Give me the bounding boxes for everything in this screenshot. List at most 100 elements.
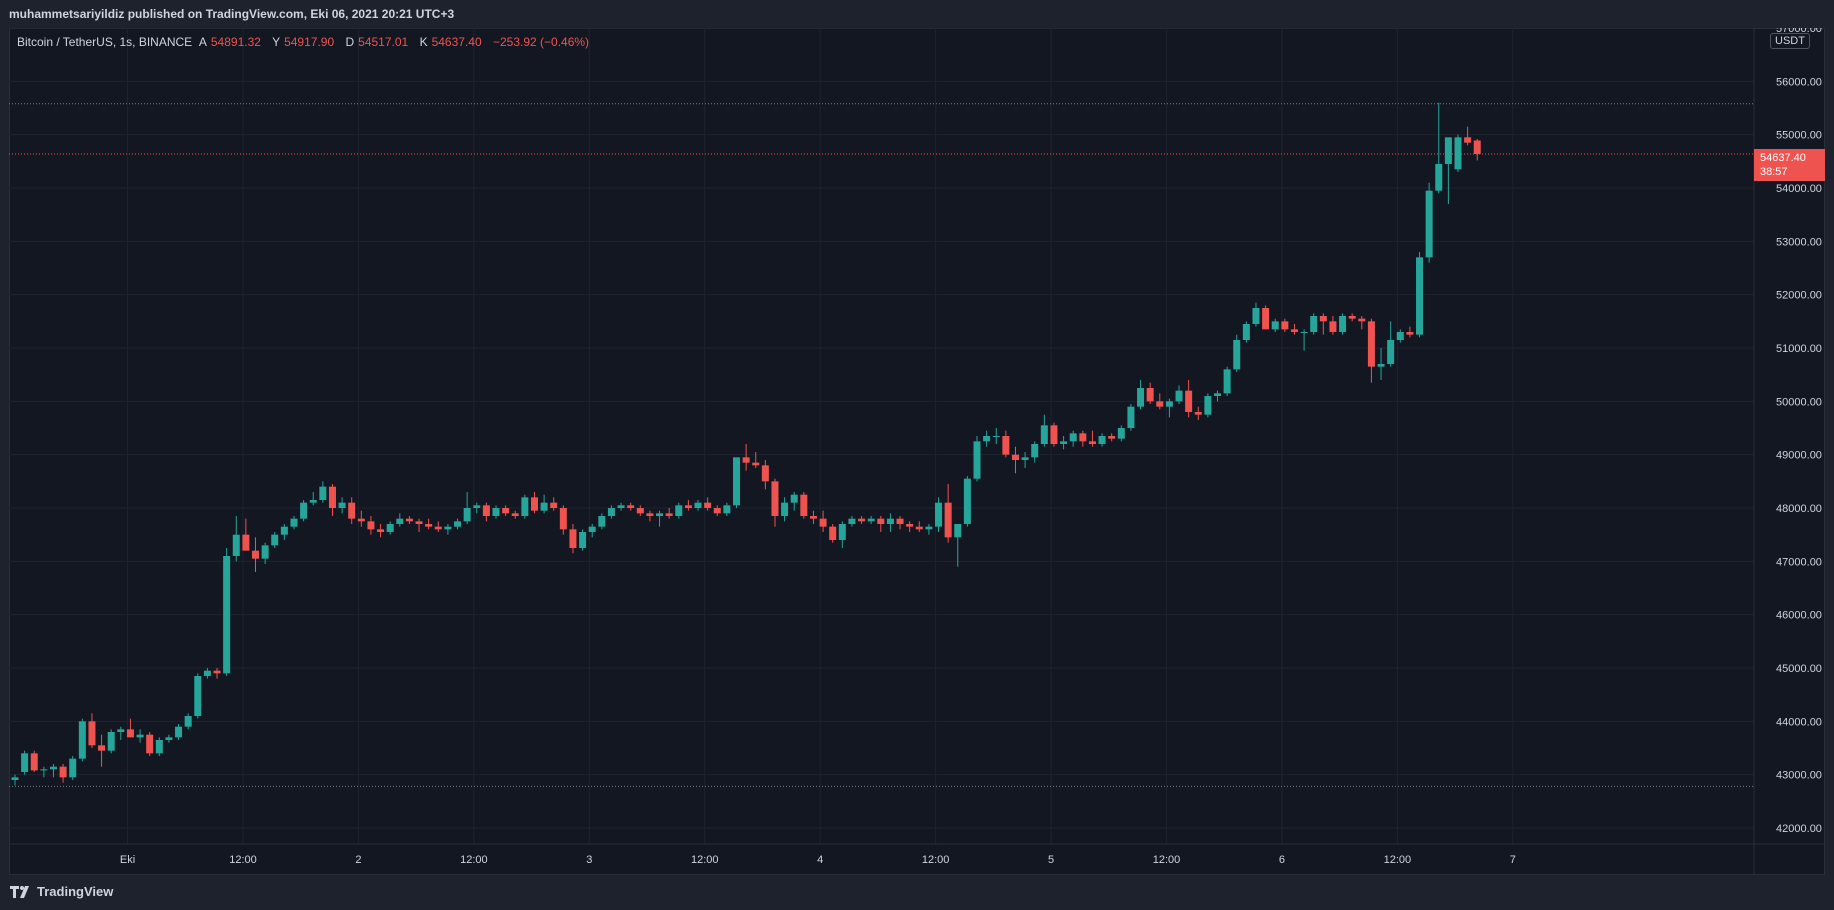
candle-up: [184, 713, 192, 730]
candle-body: [944, 502, 952, 538]
candle-body: [1387, 340, 1395, 364]
candle-up: [1387, 321, 1395, 367]
candle-body: [1425, 190, 1433, 258]
candle-body: [1435, 164, 1443, 191]
x-tick-label: 12:00: [1384, 854, 1412, 866]
candle-body: [1454, 137, 1462, 170]
time-axis: Eki 12:00 2 12:00 3 12:00 4 12:00 5 12:00 6 12:00 7: [120, 854, 1516, 866]
x-tick-label: 2: [355, 854, 361, 866]
candle-body: [107, 732, 115, 751]
candle-body: [1444, 137, 1452, 164]
x-tick-label: 6: [1279, 854, 1285, 866]
candle-body: [261, 545, 269, 559]
candle-down: [530, 492, 538, 514]
close-value: 54637.40: [431, 35, 482, 49]
candle-up: [473, 502, 481, 514]
candlestick-chart[interactable]: 42000.00 43000.00 44000.00 45000.00 46000.00…: [9, 28, 1825, 875]
candle-down: [636, 505, 644, 516]
close-label: K: [419, 35, 428, 49]
candle-body: [588, 526, 596, 532]
candle-body: [915, 526, 923, 530]
candle-body: [1348, 316, 1356, 319]
candle-up: [396, 513, 404, 527]
candle-body: [338, 502, 346, 508]
candle-down: [511, 510, 519, 519]
candle-up: [1300, 329, 1308, 351]
candle-body: [194, 676, 202, 716]
bar-countdown: 38:57: [1760, 166, 1788, 178]
candle-body: [598, 516, 606, 527]
candle-up: [954, 524, 962, 567]
candle-down: [906, 521, 914, 532]
candle-body: [954, 524, 962, 538]
candle-up: [1271, 318, 1279, 332]
candle-down: [377, 524, 385, 538]
y-tick-label: 55000.00: [1776, 130, 1822, 142]
candle-body: [896, 518, 904, 524]
candle-body: [98, 745, 106, 751]
currency-badge[interactable]: USDT: [1770, 33, 1810, 49]
x-tick-label: 3: [586, 854, 592, 866]
candle-up: [588, 524, 596, 538]
candle-down: [252, 537, 259, 572]
candle-body: [1079, 433, 1087, 442]
candle-up: [223, 548, 231, 676]
candle-body: [752, 462, 760, 466]
candle-body: [49, 766, 57, 770]
candle-up: [232, 516, 240, 562]
candle-body: [1137, 388, 1145, 407]
candle-down: [1108, 433, 1116, 442]
candle-up: [521, 494, 529, 519]
candle-up: [963, 476, 971, 527]
candle-body: [502, 508, 510, 514]
candle-body: [40, 769, 48, 771]
y-tick-label: 51000.00: [1776, 343, 1822, 355]
candle-body: [1473, 140, 1481, 155]
candle-body: [136, 734, 144, 738]
candle-up: [790, 492, 798, 511]
candle-body: [838, 524, 846, 540]
candle-body: [1406, 332, 1414, 335]
candle-body: [781, 502, 789, 516]
candle-body: [444, 526, 452, 530]
candle-body: [1194, 412, 1202, 415]
candle-down: [1464, 126, 1472, 146]
candle-body: [617, 505, 625, 508]
x-tick-label: 5: [1048, 854, 1054, 866]
candle-body: [665, 513, 673, 516]
x-tick-label: 12:00: [229, 854, 257, 866]
candle-body: [1204, 396, 1212, 415]
candle-body: [1069, 433, 1077, 442]
candle-down: [1262, 305, 1270, 330]
candle-up: [1310, 313, 1318, 335]
candle-body: [829, 526, 837, 540]
candle-down: [858, 516, 866, 524]
candle-down: [1358, 316, 1366, 330]
candle-body: [1223, 369, 1231, 394]
candle-up: [1165, 398, 1173, 418]
candle-body: [550, 502, 558, 508]
candle-up: [973, 436, 981, 482]
candle-body: [684, 505, 692, 508]
candle-body: [530, 497, 538, 511]
candle-down: [59, 764, 67, 783]
tradingview-brand: TradingView: [37, 884, 114, 899]
candle-body: [1310, 316, 1318, 332]
candle-body: [386, 524, 394, 532]
tradingview-logo[interactable]: TradingView: [10, 884, 113, 899]
candle-up: [733, 457, 740, 508]
candle-up: [309, 492, 317, 506]
high-value: 54917.90: [284, 35, 335, 49]
candle-body: [1262, 308, 1270, 330]
symbol-legend: Bitcoin / TetherUS, 1s, BINANCE A 54891.3…: [17, 35, 593, 49]
x-tick-label: 12:00: [460, 854, 488, 866]
candle-down: [328, 484, 336, 516]
last-price-value: 54637.40: [1760, 152, 1806, 164]
candle-body: [511, 513, 519, 516]
candle-up: [675, 502, 683, 519]
candle-up: [1416, 252, 1424, 338]
candle-down: [819, 510, 827, 532]
candle-body: [646, 513, 654, 516]
y-tick-label: 50000.00: [1776, 396, 1822, 408]
candle-body: [88, 721, 96, 746]
